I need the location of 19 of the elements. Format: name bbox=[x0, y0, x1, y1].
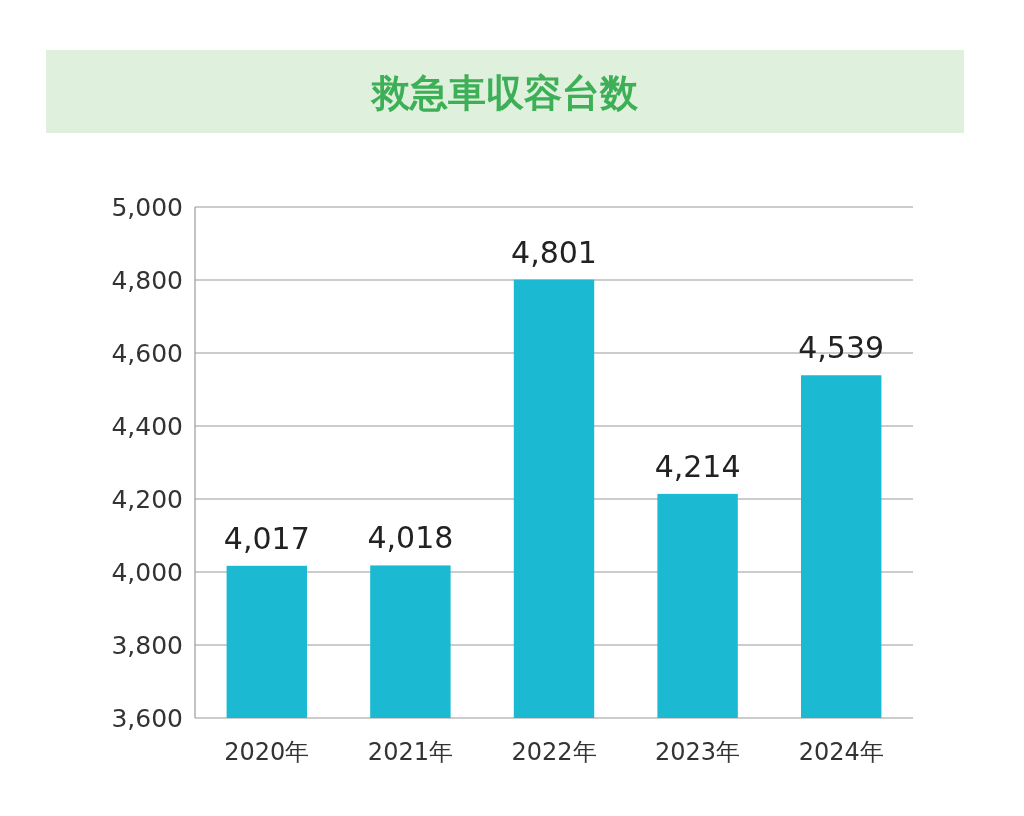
y-tick-label: 4,600 bbox=[111, 339, 183, 368]
y-tick-label: 5,000 bbox=[111, 193, 183, 222]
x-tick-label: 2021年 bbox=[367, 738, 453, 766]
x-tick-label: 2022年 bbox=[511, 738, 597, 766]
y-tick-label: 3,600 bbox=[111, 704, 183, 733]
y-tick-label: 4,400 bbox=[111, 412, 183, 441]
data-label: 4,017 bbox=[223, 520, 310, 556]
data-label: 4,018 bbox=[367, 520, 454, 556]
data-label: 4,539 bbox=[798, 330, 885, 366]
data-label: 4,801 bbox=[511, 234, 597, 270]
data-label: 4,214 bbox=[654, 448, 741, 484]
y-tick-label: 4,800 bbox=[111, 266, 183, 295]
x-tick-label: 2024年 bbox=[798, 738, 884, 766]
x-tick-label: 2020年 bbox=[224, 738, 310, 766]
y-tick-label: 3,800 bbox=[111, 631, 183, 660]
chart-title: 救急車収容台数 bbox=[370, 71, 639, 115]
y-tick-label: 4,200 bbox=[111, 485, 183, 514]
x-tick-label: 2023年 bbox=[655, 738, 741, 766]
y-tick-label: 4,000 bbox=[111, 558, 183, 587]
